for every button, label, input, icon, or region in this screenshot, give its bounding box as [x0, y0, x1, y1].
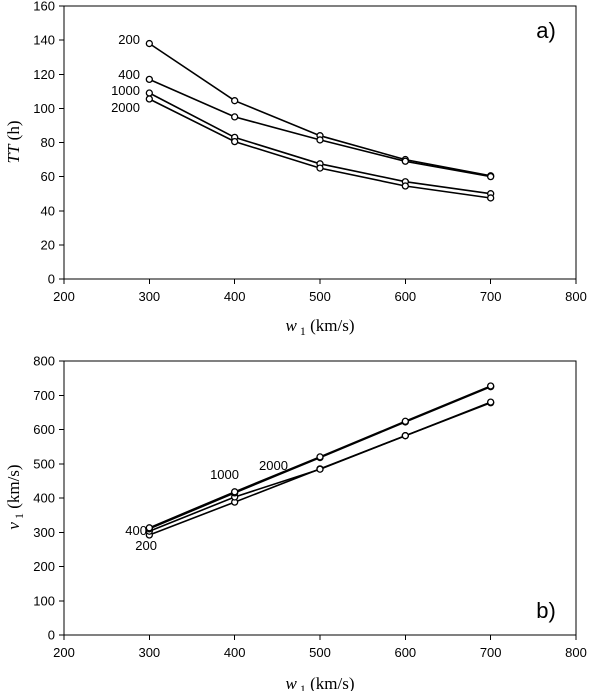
panel-label-b: b) — [536, 598, 556, 623]
series-label-1000: 1000 — [111, 83, 140, 98]
series-line-200 — [148, 42, 491, 177]
panel-a: 200 300 400 500 600 700 800 0 20 40 60 80 100 120 140 1… — [4, 0, 587, 338]
data-point-2000 — [487, 382, 495, 390]
y-tick-label: 800 — [33, 354, 55, 369]
y-tick-label: 100 — [33, 101, 55, 116]
x-tick-label: 500 — [309, 289, 331, 304]
data-point-2000 — [316, 453, 324, 461]
x-axis-title: w 1 (km/s) — [286, 316, 355, 338]
data-point-400 — [231, 113, 239, 121]
x-axis-title: w 1 (km/s) — [286, 674, 355, 691]
x-tick-label: 700 — [480, 645, 502, 660]
series-label-2000: 2000 — [111, 100, 140, 115]
y-tick-label: 0 — [48, 628, 55, 643]
data-point-400 — [316, 465, 324, 473]
x-tick-label: 600 — [394, 645, 416, 660]
plot-frame-b — [63, 360, 577, 636]
data-point-2000 — [316, 164, 324, 172]
y-tick-label: 140 — [33, 33, 55, 48]
y-tick-label: 700 — [33, 388, 55, 403]
panel-b: 200 300 400 500 600 700 800 0 100 200 300 400 500 600… — [4, 354, 587, 691]
series-label-1000: 1000 — [210, 467, 239, 482]
x-tick-label: 200 — [53, 645, 75, 660]
data-point-2000 — [401, 417, 409, 425]
data-point-200 — [145, 39, 153, 48]
data-point-2000 — [145, 95, 153, 103]
data-point-400 — [316, 136, 324, 144]
data-point-400 — [401, 157, 409, 165]
x-tick-label: 300 — [138, 289, 160, 304]
y-axis-title: TT (h) — [4, 121, 23, 164]
series-label-2000: 2000 — [259, 458, 288, 473]
y-tick-label: 80 — [41, 135, 55, 150]
series-label-400: 400 — [125, 523, 147, 538]
y-tick-label: 40 — [41, 203, 55, 218]
y-tick-label: 500 — [33, 456, 55, 471]
data-point-2000 — [231, 137, 239, 146]
y-tick-label: 0 — [48, 272, 55, 287]
panel-label-a: a) — [536, 18, 556, 43]
y-tick-label: 300 — [33, 525, 55, 540]
series-line-2000 — [148, 98, 491, 199]
y-tick-label: 160 — [33, 0, 55, 14]
data-point-2000 — [145, 524, 153, 532]
data-point-400 — [401, 432, 409, 440]
y-tick-label: 100 — [33, 593, 55, 608]
x-tick-label: 700 — [480, 289, 502, 304]
series-label-200: 200 — [118, 32, 140, 47]
data-point-200 — [231, 97, 239, 105]
data-point-400 — [487, 398, 495, 406]
y-tick-label: 600 — [33, 422, 55, 437]
series-label-200: 200 — [135, 538, 157, 553]
x-tick-label: 800 — [565, 289, 587, 304]
data-point-1000 — [145, 89, 153, 97]
data-point-2000 — [487, 194, 495, 202]
x-tick-label: 600 — [394, 289, 416, 304]
y-tick-label: 60 — [41, 169, 55, 184]
data-point-2000 — [231, 488, 239, 496]
y-tick-label: 400 — [33, 491, 55, 506]
data-point-400 — [487, 172, 495, 181]
y-tick-label: 200 — [33, 559, 55, 574]
series-label-400: 400 — [118, 67, 140, 82]
data-point-400 — [145, 75, 153, 84]
y-axis-title: v 1 (km/s) — [4, 464, 26, 529]
y-tick-label: 20 — [41, 237, 55, 252]
x-tick-label: 800 — [565, 645, 587, 660]
data-point-2000 — [401, 182, 409, 190]
x-tick-label: 300 — [138, 645, 160, 660]
x-tick-label: 500 — [309, 645, 331, 660]
x-tick-label: 400 — [224, 645, 246, 660]
x-tick-label: 200 — [53, 289, 75, 304]
y-tick-label: 120 — [33, 67, 55, 82]
x-tick-label: 400 — [224, 289, 246, 304]
